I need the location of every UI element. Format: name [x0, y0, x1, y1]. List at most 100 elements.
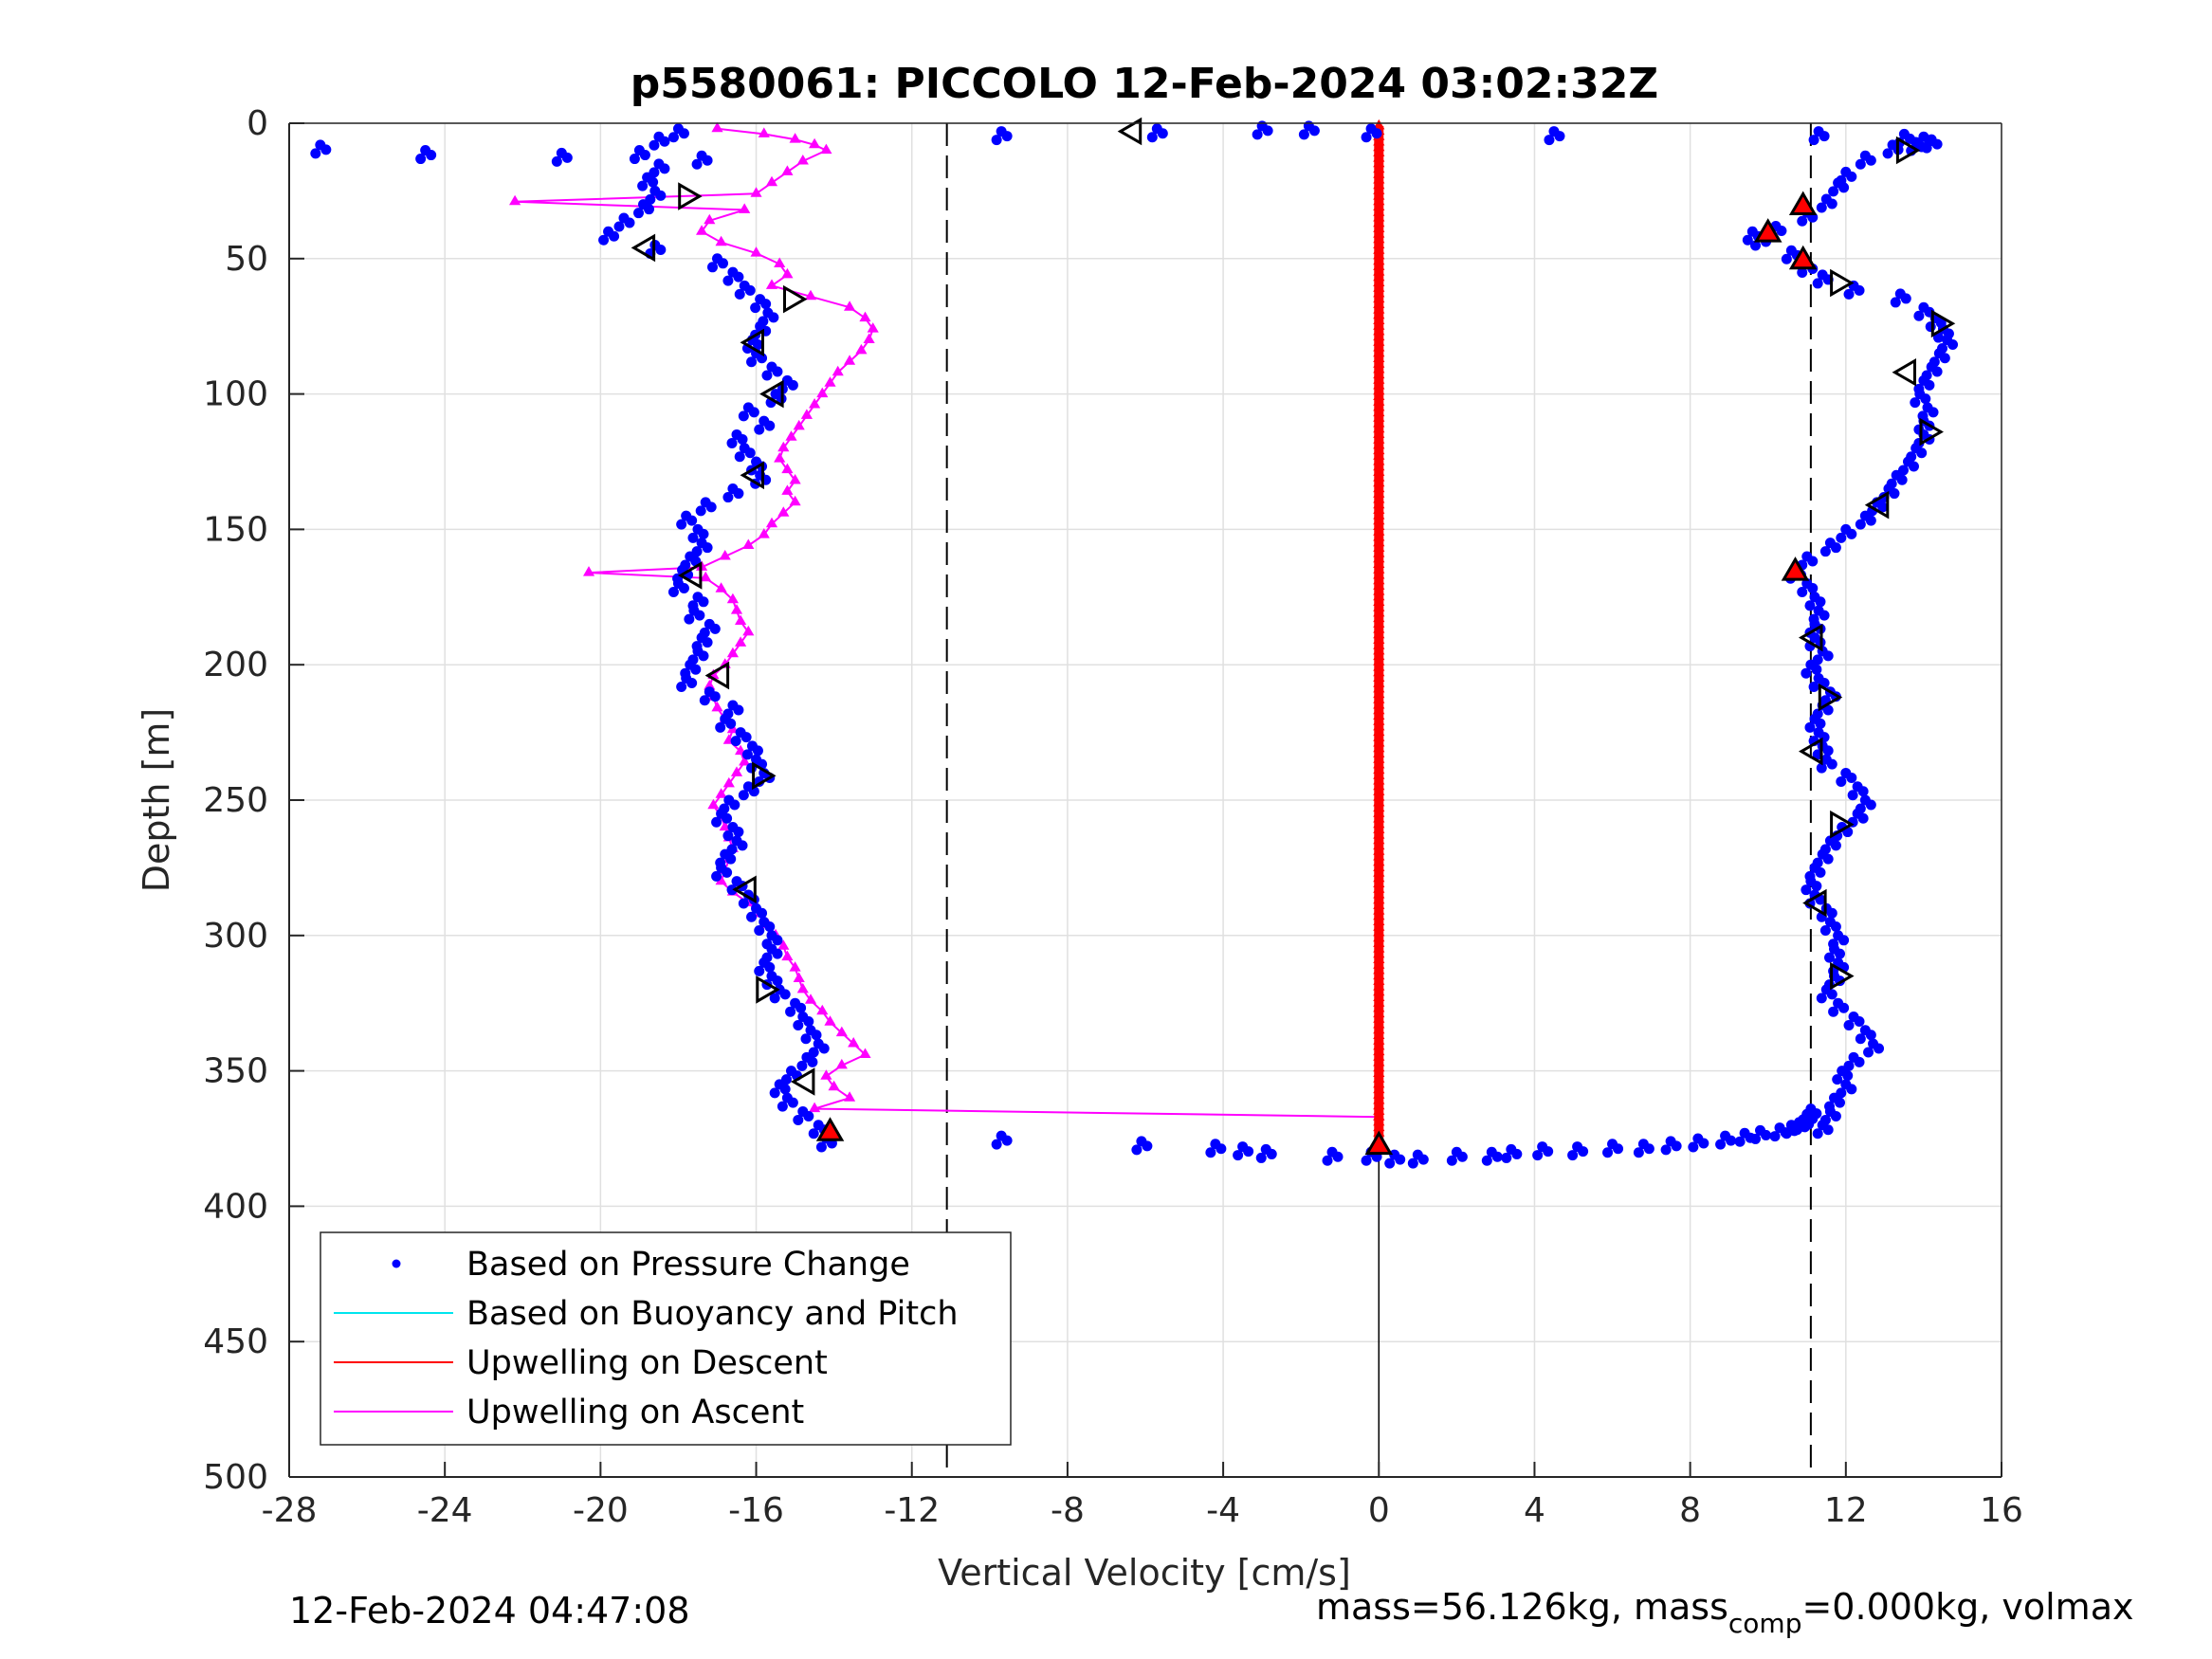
pressure-point	[1769, 1131, 1781, 1142]
descent-point	[1373, 509, 1385, 520]
pressure-point	[769, 993, 780, 1004]
pressure-point	[1920, 393, 1931, 405]
ascent-point	[739, 756, 751, 766]
descent-point	[1373, 1088, 1385, 1099]
pressure-point	[764, 420, 776, 431]
ascent-point	[758, 127, 770, 137]
pressure-point	[711, 816, 722, 828]
pressure-point	[1855, 519, 1866, 530]
pressure-point	[1750, 1133, 1762, 1144]
descent-point	[1373, 417, 1385, 428]
pressure-point	[726, 437, 738, 448]
pressure-point	[1456, 1151, 1468, 1162]
descent-point	[1373, 211, 1385, 222]
ascent-point	[730, 604, 743, 614]
descent-point	[1373, 925, 1385, 937]
pressure-point	[787, 379, 798, 391]
pressure-point	[754, 424, 765, 435]
pressure-point	[698, 596, 709, 608]
pressure-point	[1643, 1143, 1654, 1155]
pressure-point	[1742, 234, 1753, 246]
annotation-marker	[759, 379, 784, 409]
footer-mass-info: mass=56.126kg, masscomp=0.000kg, volmax	[1316, 1586, 2133, 1639]
ascent-point	[793, 419, 805, 430]
descent-point	[1373, 449, 1385, 460]
descent-point	[1373, 682, 1385, 693]
pressure-point	[718, 258, 728, 269]
descent-point	[1373, 807, 1385, 817]
pressure-point	[1846, 528, 1857, 539]
pressure-point	[1838, 182, 1850, 193]
descent-point	[1373, 829, 1385, 839]
descent-point	[1373, 1115, 1385, 1126]
pressure-point	[1836, 775, 1847, 787]
pressure-point	[1797, 215, 1808, 227]
pressure-point	[1807, 556, 1819, 567]
pressure-point	[754, 925, 765, 937]
pressure-point	[744, 447, 756, 459]
descent-point	[1373, 547, 1385, 557]
pressure-point	[1819, 131, 1830, 142]
pressure-point	[667, 132, 679, 143]
annotation-marker	[1830, 810, 1855, 839]
footer-timestamp: 12-Feb-2024 04:47:08	[289, 1590, 690, 1632]
descent-point	[1373, 471, 1385, 482]
annotation-marker	[1895, 136, 1921, 165]
descent-point	[1373, 536, 1385, 547]
pressure-point	[1801, 1112, 1812, 1123]
pressure-point	[779, 1084, 791, 1095]
pressure-point	[687, 532, 699, 543]
pressure-point	[815, 1141, 827, 1153]
descent-point	[1373, 1039, 1385, 1050]
pressure-point	[1908, 461, 1919, 472]
ascent-point	[781, 463, 794, 474]
descent-point	[1373, 1104, 1385, 1115]
pressure-point	[1266, 1148, 1277, 1159]
descent-point	[1373, 731, 1385, 741]
ascent-point	[774, 257, 786, 267]
pressure-point	[1865, 155, 1876, 166]
descent-point	[1373, 909, 1385, 921]
pressure-point	[1205, 1147, 1216, 1158]
pressure-point	[1801, 884, 1812, 896]
descent-point	[1373, 1066, 1385, 1077]
pressure-point	[761, 370, 773, 381]
pressure-point	[1726, 1135, 1737, 1146]
descent-point	[1373, 1034, 1385, 1045]
descent-point	[1373, 715, 1385, 725]
ascent-point	[867, 322, 879, 333]
pressure-point	[648, 176, 659, 188]
pressure-point	[1811, 881, 1822, 892]
pressure-point	[803, 1015, 814, 1027]
pressure-point	[991, 135, 1002, 146]
ascent-point	[696, 225, 708, 235]
annotation-marker	[1117, 117, 1143, 146]
pressure-point	[1332, 1151, 1344, 1162]
descent-point	[1373, 314, 1385, 324]
ascent-point	[583, 566, 595, 576]
pressure-point	[1816, 202, 1827, 213]
descent-point	[1373, 1023, 1385, 1034]
descent-point	[1373, 1121, 1385, 1132]
descent-point	[1373, 1018, 1385, 1029]
descent-point	[1373, 541, 1385, 552]
descent-point	[1373, 883, 1385, 893]
x-axis-label: Vertical Velocity [cm/s]	[938, 1552, 1351, 1594]
descent-point	[1373, 737, 1385, 747]
pressure-point	[1804, 600, 1816, 611]
pressure-point	[1843, 288, 1855, 300]
descent-point	[1373, 812, 1385, 823]
pressure-point	[1511, 1148, 1523, 1159]
legend-swatch-dot	[392, 1259, 401, 1268]
ascent-point	[789, 474, 801, 484]
descent-point	[1373, 845, 1385, 855]
descent-point	[1373, 687, 1385, 699]
pressure-point	[415, 154, 427, 165]
pressure-point	[725, 718, 737, 729]
descent-point	[1373, 595, 1385, 606]
pressure-point	[785, 1006, 796, 1017]
ascent-point	[835, 1058, 848, 1069]
pressure-point	[1811, 1108, 1822, 1120]
pressure-point	[1889, 488, 1900, 500]
ascent-point	[707, 798, 720, 810]
